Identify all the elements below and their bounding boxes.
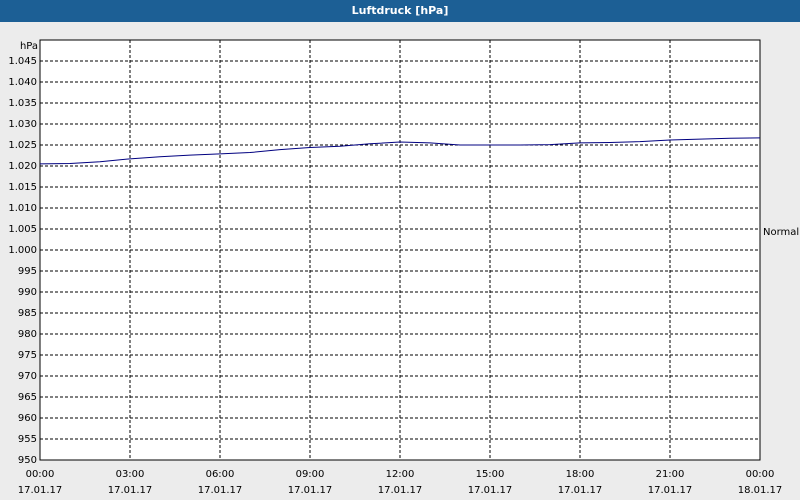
y-tick-label: 1.015 bbox=[8, 182, 37, 193]
x-tick-label: 06:00 bbox=[206, 469, 235, 480]
y-tick-label: 985 bbox=[18, 308, 37, 319]
title-bar bbox=[0, 0, 800, 22]
x-tick-label: 03:00 bbox=[116, 469, 145, 480]
x-tick-date: 17.01.17 bbox=[468, 485, 513, 496]
y-tick-label: 1.035 bbox=[8, 98, 37, 109]
x-tick-label: 00:00 bbox=[26, 469, 55, 480]
y-tick-label: 1.010 bbox=[8, 203, 37, 214]
y-tick-label: 1.030 bbox=[8, 119, 37, 130]
y-tick-label: 995 bbox=[18, 266, 37, 277]
y-tick-label: 960 bbox=[18, 413, 37, 424]
x-tick-date: 18.01.17 bbox=[738, 485, 783, 496]
y-tick-label: 1.020 bbox=[8, 161, 37, 172]
plot-border bbox=[39, 39, 761, 461]
x-tick-date: 17.01.17 bbox=[18, 485, 63, 496]
x-tick-label: 15:00 bbox=[476, 469, 505, 480]
y-tick-label: 980 bbox=[18, 329, 37, 340]
x-tick-date: 17.01.17 bbox=[108, 485, 153, 496]
data-line bbox=[39, 137, 761, 165]
x-tick-date: 17.01.17 bbox=[378, 485, 423, 496]
y-tick-label: 965 bbox=[18, 392, 37, 403]
x-tick-date: 17.01.17 bbox=[198, 485, 243, 496]
y-axis-label: hPa bbox=[20, 41, 38, 52]
annotation: Normal bbox=[763, 227, 799, 238]
y-tick-label: 1.045 bbox=[8, 56, 37, 67]
x-tick-date: 17.01.17 bbox=[648, 485, 693, 496]
y-tick-label: 1.005 bbox=[8, 224, 37, 235]
x-tick-label: 18:00 bbox=[566, 469, 595, 480]
y-tick-label: 975 bbox=[18, 350, 37, 361]
x-tick-label: 00:00 bbox=[746, 469, 775, 480]
x-tick-label: 21:00 bbox=[656, 469, 685, 480]
x-tick-label: 12:00 bbox=[386, 469, 415, 480]
y-tick-label: 1.040 bbox=[8, 77, 37, 88]
y-tick-label: 955 bbox=[18, 434, 37, 445]
x-tick-date: 17.01.17 bbox=[288, 485, 333, 496]
x-tick-date: 17.01.17 bbox=[558, 485, 603, 496]
x-tick-label: 09:00 bbox=[296, 469, 325, 480]
y-tick-label: 1.000 bbox=[8, 245, 37, 256]
y-tick-label: 1.025 bbox=[8, 140, 37, 151]
y-tick-label: 990 bbox=[18, 287, 37, 298]
chart-title: Luftdruck [hPa] bbox=[352, 4, 449, 17]
y-tick-label: 970 bbox=[18, 371, 37, 382]
y-tick-label: 950 bbox=[18, 455, 37, 466]
